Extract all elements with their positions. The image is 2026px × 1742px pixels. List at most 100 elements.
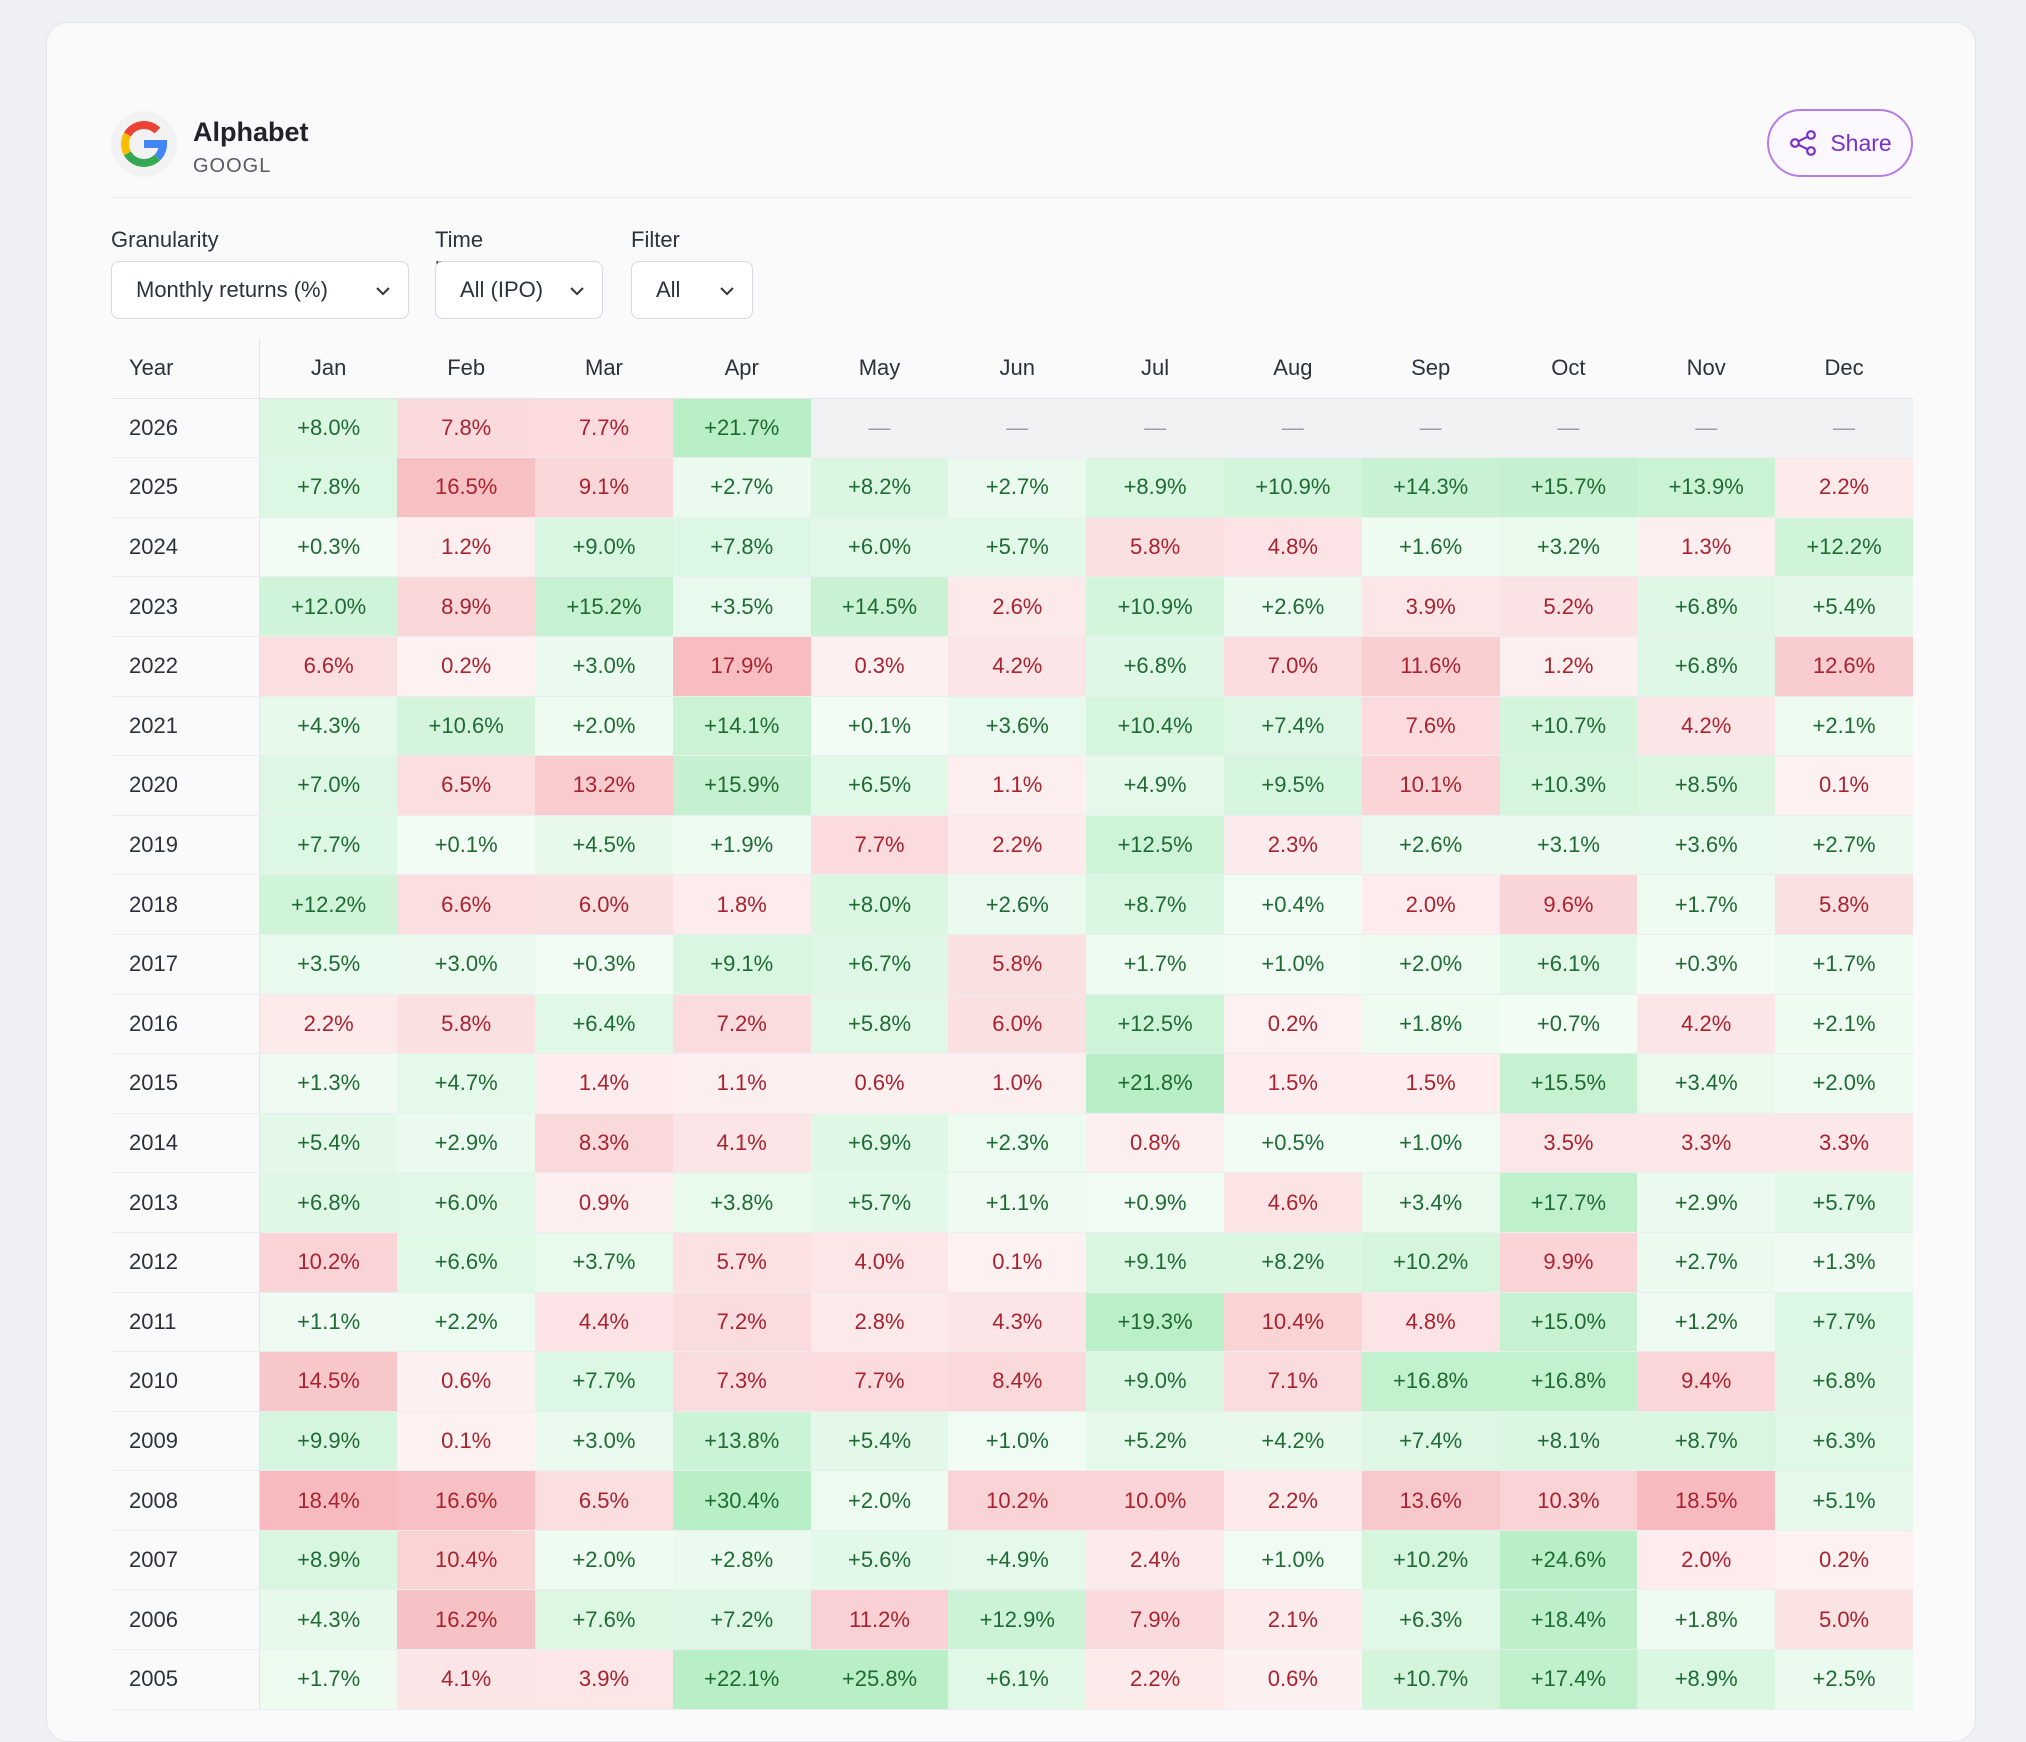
return-cell[interactable]: +2.6% — [948, 874, 1087, 935]
return-cell[interactable]: +6.4% — [535, 994, 673, 1055]
return-cell[interactable]: — — [1775, 398, 1913, 459]
return-cell[interactable]: +5.8% — [810, 994, 949, 1055]
return-cell[interactable]: +2.0% — [535, 696, 673, 757]
return-cell[interactable]: 0.1% — [948, 1232, 1087, 1293]
return-cell[interactable]: 6.0% — [948, 994, 1087, 1055]
return-cell[interactable]: 9.9% — [1499, 1232, 1638, 1293]
return-cell[interactable]: — — [1086, 398, 1224, 459]
return-cell[interactable]: +4.3% — [259, 1589, 398, 1651]
return-cell[interactable]: 6.0% — [535, 874, 673, 935]
return-cell[interactable]: 2.2% — [1775, 457, 1913, 518]
return-cell[interactable]: 17.9% — [672, 636, 811, 697]
return-cell[interactable]: — — [1361, 398, 1500, 459]
return-cell[interactable]: +7.0% — [259, 755, 398, 816]
return-cell[interactable]: 4.0% — [810, 1232, 949, 1293]
return-cell[interactable]: +5.7% — [1775, 1172, 1913, 1233]
return-cell[interactable]: +0.9% — [1086, 1172, 1224, 1233]
return-cell[interactable]: +6.8% — [1637, 576, 1776, 637]
return-cell[interactable]: 10.2% — [948, 1470, 1087, 1531]
return-cell[interactable]: +2.8% — [672, 1530, 811, 1591]
return-cell[interactable]: +7.8% — [672, 517, 811, 578]
return-cell[interactable]: +0.4% — [1223, 874, 1362, 935]
return-cell[interactable]: +2.7% — [948, 457, 1087, 518]
return-cell[interactable]: +19.3% — [1086, 1292, 1224, 1353]
return-cell[interactable]: +3.5% — [259, 934, 398, 995]
return-cell[interactable]: 5.8% — [1086, 517, 1224, 578]
return-cell[interactable]: +9.1% — [1086, 1232, 1224, 1293]
return-cell[interactable]: 7.3% — [672, 1351, 811, 1412]
return-cell[interactable]: +21.8% — [1086, 1053, 1224, 1114]
return-cell[interactable]: +18.4% — [1499, 1589, 1638, 1651]
return-cell[interactable]: +9.9% — [259, 1411, 398, 1472]
return-cell[interactable]: 5.8% — [1775, 874, 1913, 935]
return-cell[interactable]: 0.6% — [1223, 1649, 1362, 1710]
return-cell[interactable]: 4.8% — [1223, 517, 1362, 578]
return-cell[interactable]: +1.8% — [1361, 994, 1500, 1055]
return-cell[interactable]: 2.2% — [1086, 1649, 1224, 1710]
return-cell[interactable]: +9.0% — [1086, 1351, 1224, 1412]
return-cell[interactable]: +15.7% — [1499, 457, 1638, 518]
return-cell[interactable]: 16.2% — [397, 1589, 536, 1651]
return-cell[interactable]: 2.4% — [1086, 1530, 1224, 1591]
return-cell[interactable]: 0.8% — [1086, 1113, 1224, 1174]
return-cell[interactable]: +10.2% — [1361, 1530, 1500, 1591]
return-cell[interactable]: 10.1% — [1361, 755, 1500, 816]
return-cell[interactable]: +4.9% — [1086, 755, 1224, 816]
return-cell[interactable]: +12.2% — [259, 874, 398, 935]
return-cell[interactable]: 5.7% — [672, 1232, 811, 1293]
return-cell[interactable]: 6.6% — [259, 636, 398, 697]
return-cell[interactable]: +12.5% — [1086, 815, 1224, 876]
return-cell[interactable]: +1.0% — [1223, 934, 1362, 995]
return-cell[interactable]: +1.6% — [1361, 517, 1500, 578]
return-cell[interactable]: +8.1% — [1499, 1411, 1638, 1472]
return-cell[interactable]: 8.4% — [948, 1351, 1087, 1412]
return-cell[interactable]: +3.4% — [1361, 1172, 1500, 1233]
return-cell[interactable]: 4.3% — [948, 1292, 1087, 1353]
return-cell[interactable]: 14.5% — [259, 1351, 398, 1412]
return-cell[interactable]: +5.7% — [948, 517, 1087, 578]
return-cell[interactable]: +1.7% — [259, 1649, 398, 1710]
return-cell[interactable]: 12.6% — [1775, 636, 1913, 697]
return-cell[interactable]: 13.6% — [1361, 1470, 1500, 1531]
return-cell[interactable]: +1.7% — [1086, 934, 1224, 995]
return-cell[interactable]: 3.9% — [1361, 576, 1500, 637]
return-cell[interactable]: 7.6% — [1361, 696, 1500, 757]
return-cell[interactable]: +13.8% — [672, 1411, 811, 1472]
return-cell[interactable]: +2.9% — [397, 1113, 536, 1174]
share-button[interactable]: Share — [1767, 109, 1913, 177]
return-cell[interactable]: +6.0% — [397, 1172, 536, 1233]
return-cell[interactable]: 7.7% — [810, 1351, 949, 1412]
return-cell[interactable]: 0.2% — [1775, 1530, 1913, 1591]
return-cell[interactable]: +1.1% — [259, 1292, 398, 1353]
granularity-select[interactable]: Monthly returns (%) — [111, 261, 409, 319]
return-cell[interactable]: +3.6% — [948, 696, 1087, 757]
return-cell[interactable]: +8.2% — [1223, 1232, 1362, 1293]
return-cell[interactable]: +3.2% — [1499, 517, 1638, 578]
return-cell[interactable]: +3.6% — [1637, 815, 1776, 876]
return-cell[interactable]: +10.4% — [1086, 696, 1224, 757]
return-cell[interactable]: 1.1% — [672, 1053, 811, 1114]
return-cell[interactable]: 5.8% — [948, 934, 1087, 995]
return-cell[interactable]: +1.0% — [1361, 1113, 1500, 1174]
return-cell[interactable]: +9.5% — [1223, 755, 1362, 816]
return-cell[interactable]: +2.0% — [810, 1470, 949, 1531]
return-cell[interactable]: 7.7% — [535, 398, 673, 459]
return-cell[interactable]: +0.5% — [1223, 1113, 1362, 1174]
return-cell[interactable]: — — [810, 398, 949, 459]
return-cell[interactable]: +2.0% — [1775, 1053, 1913, 1114]
return-cell[interactable]: +2.9% — [1637, 1172, 1776, 1233]
return-cell[interactable]: 2.2% — [948, 815, 1087, 876]
return-cell[interactable]: +22.1% — [672, 1649, 811, 1710]
return-cell[interactable]: +7.8% — [259, 457, 398, 518]
return-cell[interactable]: +4.2% — [1223, 1411, 1362, 1472]
return-cell[interactable]: 8.3% — [535, 1113, 673, 1174]
return-cell[interactable]: 2.6% — [948, 576, 1087, 637]
return-cell[interactable]: +10.6% — [397, 696, 536, 757]
return-cell[interactable]: +2.6% — [1223, 576, 1362, 637]
return-cell[interactable]: +6.8% — [1775, 1351, 1913, 1412]
return-cell[interactable]: +4.3% — [259, 696, 398, 757]
return-cell[interactable]: +0.7% — [1499, 994, 1638, 1055]
return-cell[interactable]: +3.7% — [535, 1232, 673, 1293]
return-cell[interactable]: 7.7% — [810, 815, 949, 876]
return-cell[interactable]: 2.8% — [810, 1292, 949, 1353]
